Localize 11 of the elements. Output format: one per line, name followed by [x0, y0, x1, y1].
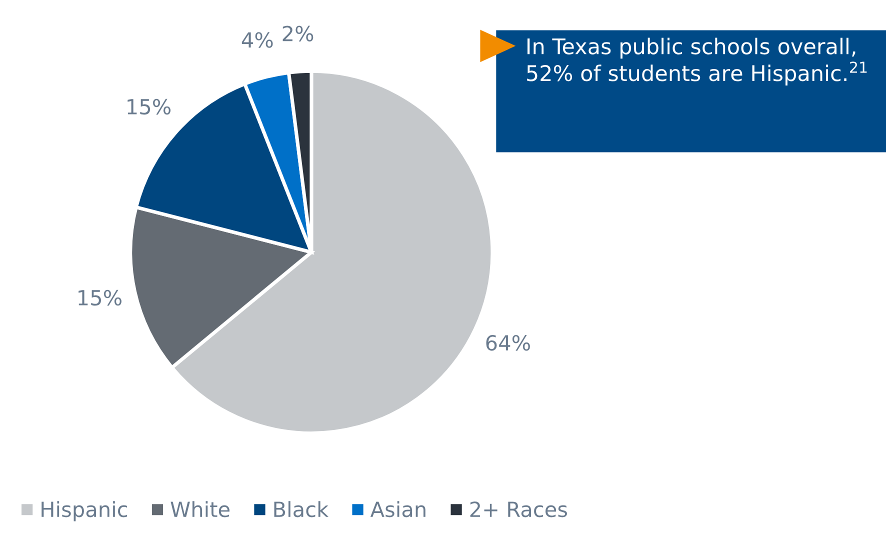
legend-label: Asian	[370, 501, 426, 518]
legend-label: 2+ Races	[470, 501, 568, 518]
data-label: 2%	[282, 26, 314, 42]
text: In Texas public schools overall, 52% of students are Hispanic.$^{21}$	[527, 38, 867, 86]
data-label: 15%	[78, 290, 122, 306]
legend-label: Black	[274, 501, 329, 518]
data-label: 64%	[486, 334, 530, 351]
legend-label: Hispanic	[42, 501, 128, 522]
data-label: 15%	[128, 98, 171, 115]
data-label: 4%	[242, 32, 273, 48]
legend-label: White	[170, 501, 230, 518]
